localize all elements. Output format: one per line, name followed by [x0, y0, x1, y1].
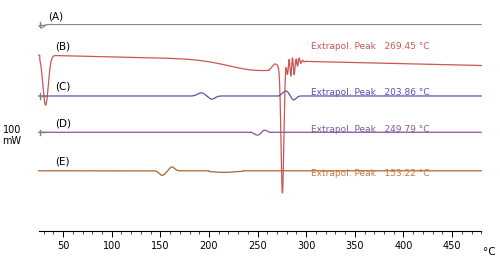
Text: (B): (B)	[56, 41, 70, 51]
Text: °C: °C	[484, 247, 496, 257]
Text: (A): (A)	[48, 12, 64, 22]
Text: (C): (C)	[56, 82, 70, 92]
Text: Extrapol. Peak   249.79 °C: Extrapol. Peak 249.79 °C	[311, 126, 430, 134]
Text: Extrapol. Peak   269.45 °C: Extrapol. Peak 269.45 °C	[311, 42, 430, 51]
Text: (E): (E)	[56, 157, 70, 167]
Text: Extrapol. Peak   203.86 °C: Extrapol. Peak 203.86 °C	[311, 88, 430, 97]
Text: (D): (D)	[56, 118, 72, 128]
Text: Extrapol. Peak   153.22 °C: Extrapol. Peak 153.22 °C	[311, 169, 430, 178]
Text: 100
mW: 100 mW	[2, 125, 21, 146]
